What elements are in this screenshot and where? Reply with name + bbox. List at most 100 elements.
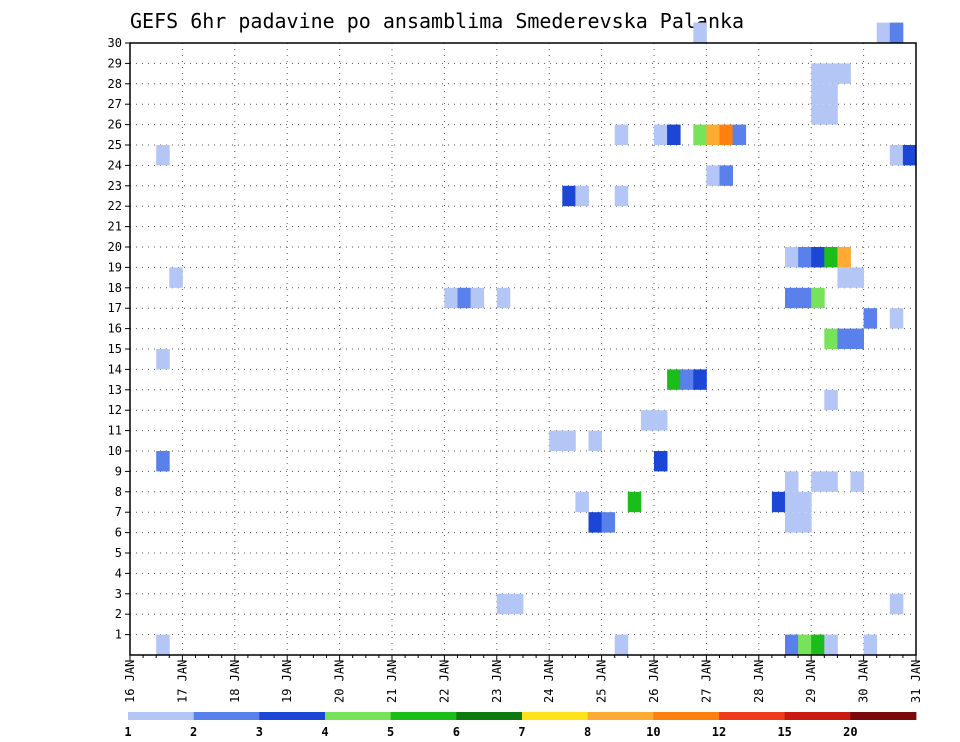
data-cell: [785, 512, 799, 533]
data-cell: [902, 145, 917, 166]
data-cell: [614, 185, 629, 207]
data-cell: [863, 308, 878, 329]
data-cell: [470, 287, 485, 309]
data-cell: [837, 267, 851, 288]
data-cell: [562, 185, 576, 207]
y-tick-label: 14: [108, 362, 122, 376]
colorbar-label: 6: [453, 725, 460, 739]
data-cell: [496, 287, 511, 309]
y-tick-label: 22: [108, 199, 122, 213]
data-cell: [457, 287, 471, 309]
data-cell: [156, 145, 170, 166]
y-tick-label: 29: [108, 56, 122, 70]
y-tick-label: 6: [115, 526, 122, 540]
y-tick-label: 26: [108, 118, 122, 132]
data-cell: [785, 491, 799, 513]
data-cell: [850, 471, 864, 492]
data-cell: [654, 124, 668, 145]
x-tick-label: 29 JAN: [804, 660, 818, 703]
colorbar-swatch: [719, 712, 786, 720]
x-tick-label: 16 JAN: [123, 660, 137, 703]
x-tick-label: 21 JAN: [385, 660, 399, 703]
y-tick-label: 18: [108, 281, 122, 295]
colorbar-swatch: [325, 712, 392, 720]
data-cell: [156, 349, 170, 370]
y-tick-label: 20: [108, 240, 122, 254]
data-cell: [785, 287, 799, 309]
plot-frame: [129, 42, 917, 656]
y-tick-label: 13: [108, 383, 122, 397]
data-cell: [654, 451, 668, 472]
data-cell: [496, 593, 511, 615]
data-cell: [824, 389, 838, 411]
data-cell: [693, 124, 707, 145]
colorbar-label: 5: [387, 725, 394, 739]
data-cell: [824, 634, 838, 655]
y-tick-label: 11: [108, 424, 122, 438]
data-cell: [444, 287, 458, 309]
colorbar-swatch: [587, 712, 654, 720]
y-tick-label: 1: [115, 628, 122, 642]
colorbar-label: 15: [777, 725, 791, 739]
data-cell: [706, 124, 720, 145]
x-tick-label: 20 JAN: [333, 660, 347, 703]
y-tick-label: 4: [115, 566, 122, 580]
data-cell: [627, 491, 642, 513]
colorbar-label: 1: [124, 725, 131, 739]
data-cell: [693, 22, 707, 43]
data-cell: [850, 267, 864, 288]
data-cell: [863, 634, 878, 655]
colorbar-swatch: [653, 712, 720, 720]
y-tick-label: 12: [108, 403, 122, 417]
y-tick-label: 19: [108, 260, 122, 274]
colorbar-swatch: [784, 712, 851, 720]
y-tick-label: 24: [108, 158, 122, 172]
data-cell: [680, 369, 694, 390]
y-tick-label: 30: [108, 36, 122, 50]
colorbar-swatch: [193, 712, 260, 720]
data-cell: [811, 104, 825, 125]
y-tick-label: 21: [108, 220, 122, 234]
data-cell: [785, 247, 799, 268]
colorbar-swatch: [522, 712, 589, 720]
data-cell: [798, 634, 812, 655]
data-cell: [588, 512, 602, 533]
data-cell: [549, 430, 563, 451]
colorbar-label: 20: [843, 725, 857, 739]
y-tick-label: 23: [108, 179, 122, 193]
data-cell: [811, 83, 825, 105]
data-cell: [798, 512, 812, 533]
data-cell: [889, 22, 904, 43]
data-cell: [876, 22, 891, 43]
colorbar-label: 7: [518, 725, 525, 739]
data-cell: [693, 369, 707, 390]
x-tick-label: 24 JAN: [542, 660, 556, 703]
data-cell: [824, 104, 838, 125]
colorbar-swatch: [259, 712, 326, 720]
colorbar-swatch: [390, 712, 457, 720]
data-cell: [824, 63, 838, 84]
data-cell: [824, 247, 838, 268]
x-tick-label: 25 JAN: [595, 660, 609, 703]
y-tick-label: 9: [115, 464, 122, 478]
x-tick-label: 28 JAN: [752, 660, 766, 703]
data-cell: [798, 247, 812, 268]
data-cell: [837, 328, 851, 349]
y-tick-label: 25: [108, 138, 122, 152]
data-cell: [732, 124, 747, 145]
data-cell: [771, 491, 786, 513]
data-cell: [811, 247, 825, 268]
data-cell: [798, 287, 812, 309]
colorbar-swatch: [128, 712, 195, 720]
data-cell: [509, 593, 524, 615]
data-cell: [169, 267, 183, 288]
grid-lines: [130, 43, 916, 655]
x-tick-label: 31 JAN: [909, 660, 923, 703]
data-cell: [824, 328, 838, 349]
y-tick-label: 5: [115, 546, 122, 560]
x-tick-label: 22 JAN: [437, 660, 451, 703]
data-cell: [719, 165, 733, 186]
colorbar: 1 2 3 4 5 6 7 8 10 12 15 20: [124, 712, 917, 739]
colorbar-label: 3: [256, 725, 263, 739]
